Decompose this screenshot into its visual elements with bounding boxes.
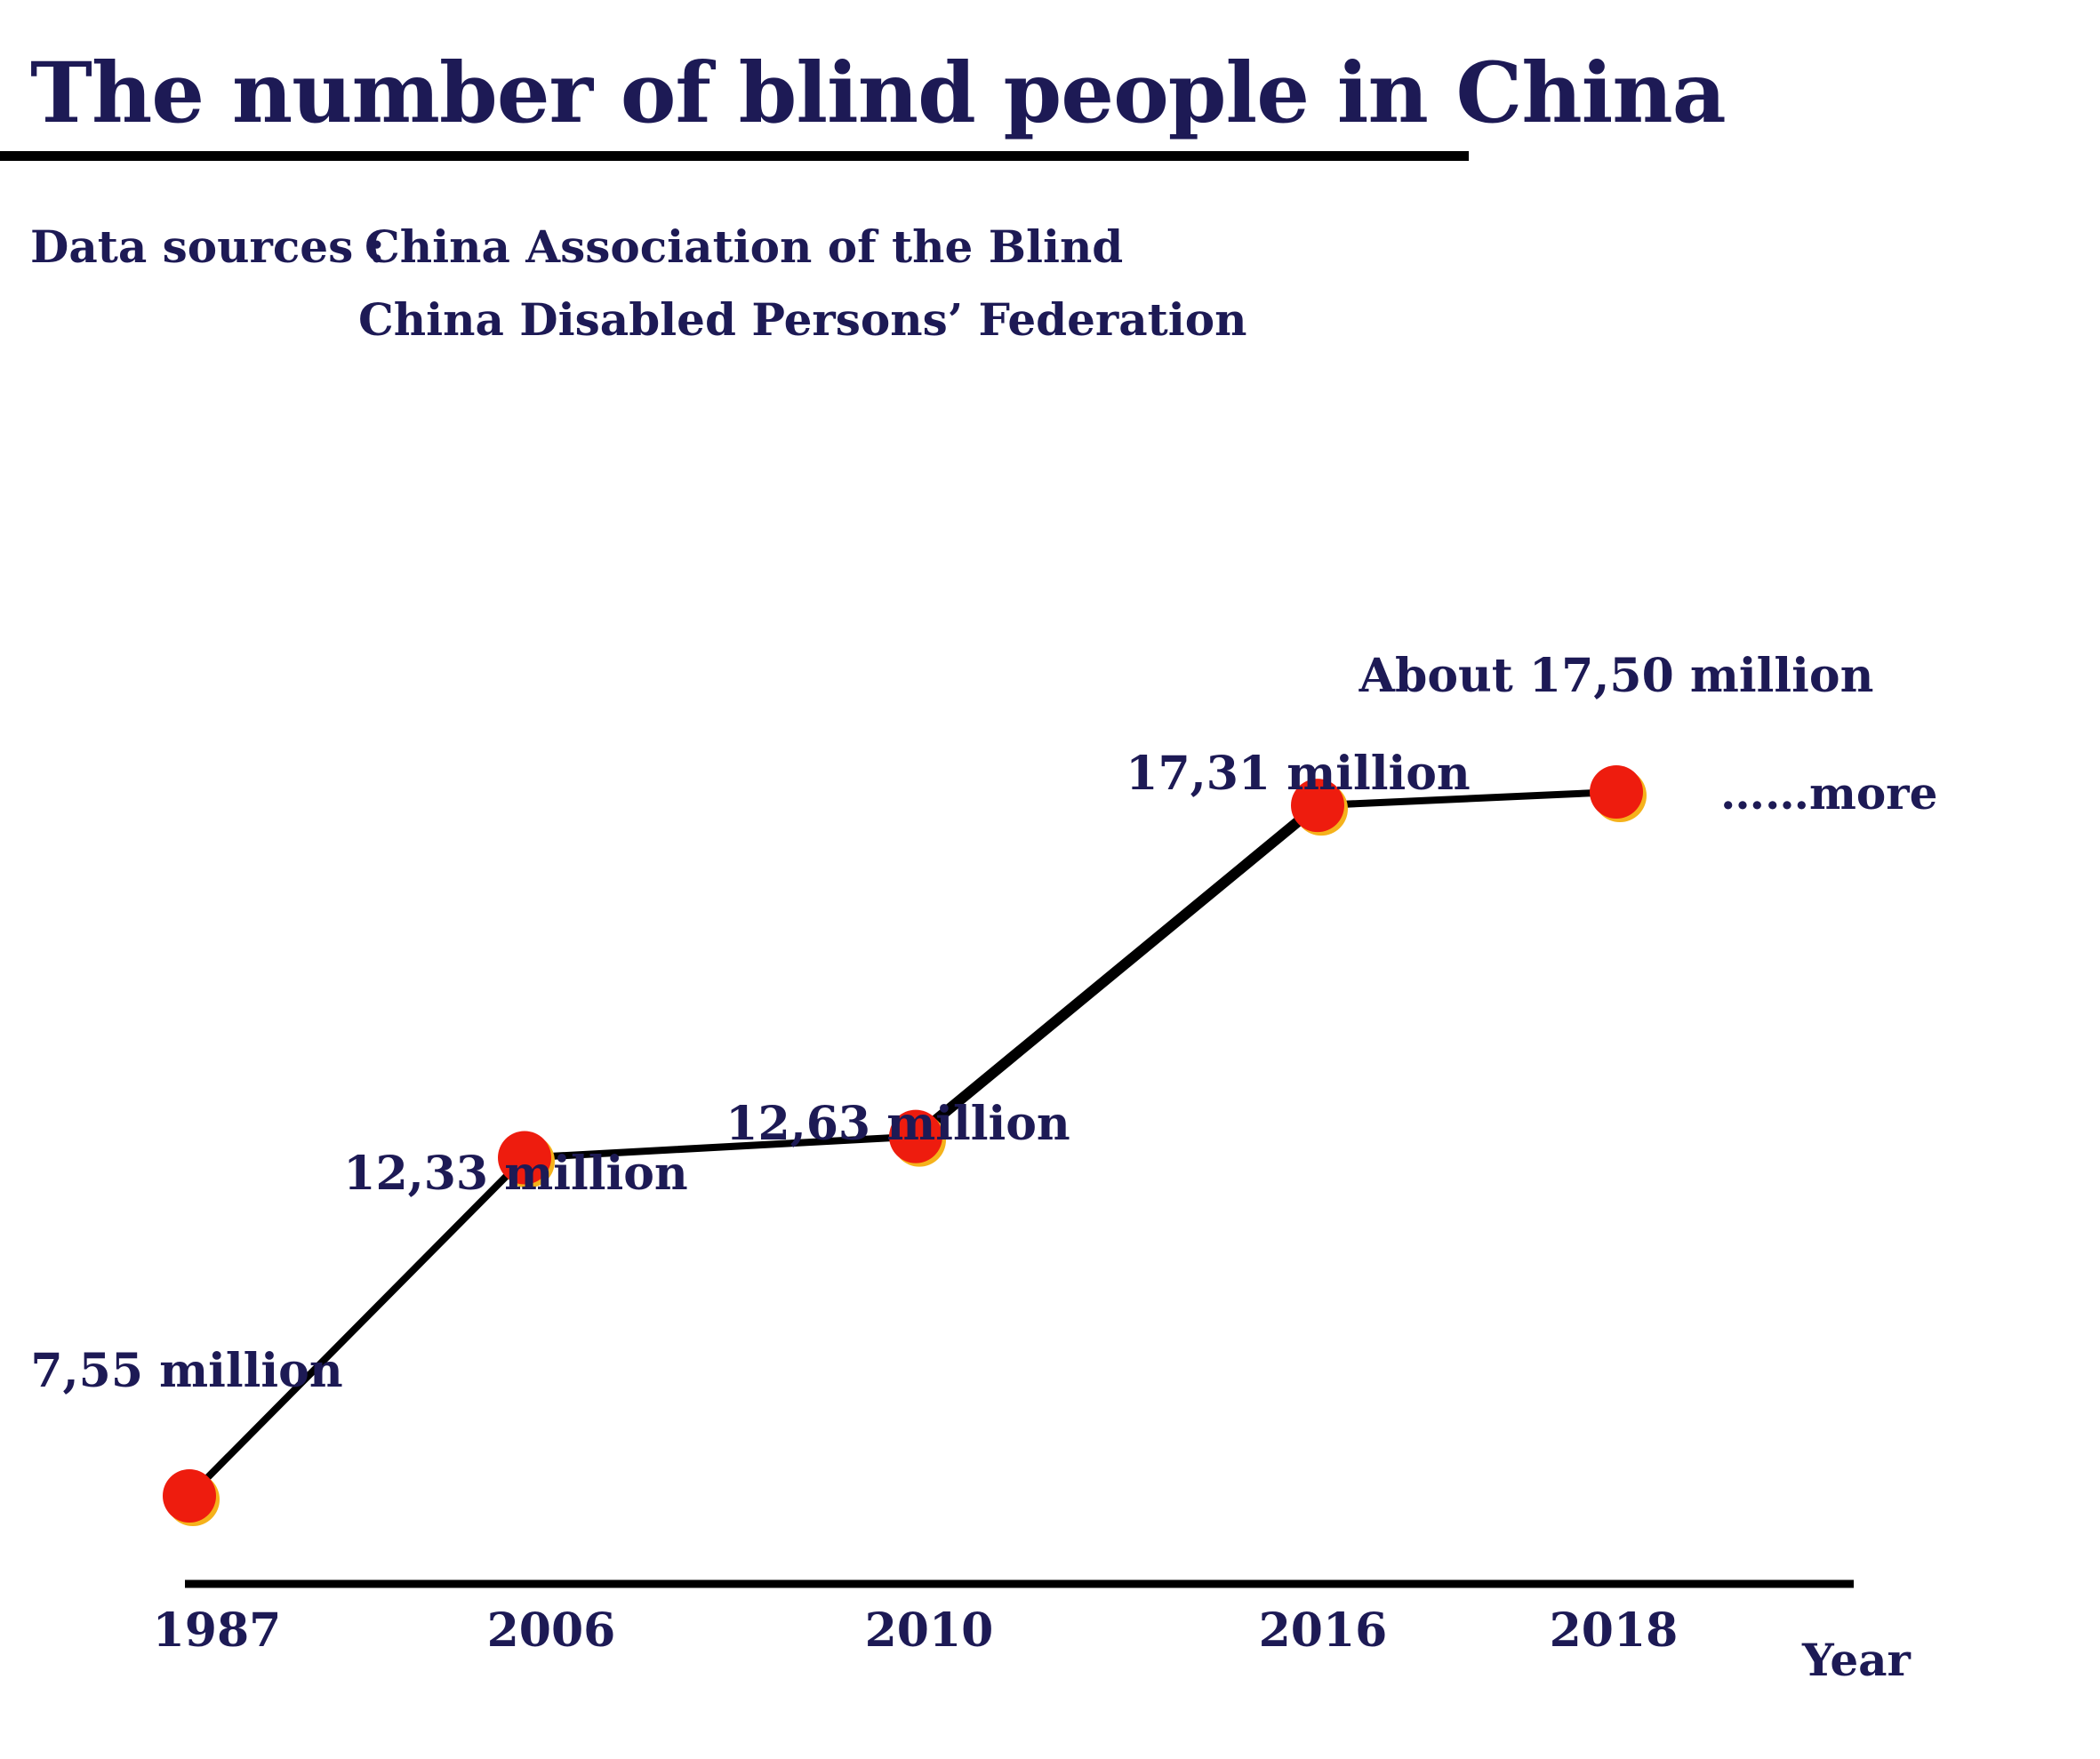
x-tick-label: 2016 [1259, 1603, 1388, 1658]
data-label: 7,55 million [30, 1344, 342, 1398]
data-point-marker [163, 1469, 216, 1523]
data-source-2: China Disabled Persons’ Federation [358, 293, 1247, 346]
x-tick-label: 2006 [487, 1603, 616, 1658]
line-segment [186, 1154, 528, 1499]
data-label: 17,31 million [1126, 747, 1470, 801]
x-axis-label: Year [1801, 1634, 1912, 1686]
x-tick-labels: 1987 2006 2010 2016 2018 [153, 1603, 1679, 1658]
line-segment [521, 1132, 919, 1162]
data-labels: 7,55 million 12,33 million 12,63 million 17… [30, 649, 1873, 1398]
data-point-marker [1291, 779, 1344, 833]
x-tick-label: 1987 [153, 1603, 282, 1658]
data-label: About 17,50 million [1359, 649, 1874, 703]
more-label: ……more [1720, 767, 1937, 820]
data-label: 12,33 million [343, 1147, 687, 1201]
title-underline [0, 151, 1469, 161]
data-point-marker [498, 1131, 551, 1185]
data-label: 12,63 million [725, 1097, 1070, 1151]
series-lines [186, 788, 1620, 1499]
series-markers [163, 765, 1647, 1526]
x-tick-label: 2018 [1550, 1603, 1679, 1658]
data-source-1: China Association of the Blind [365, 220, 1124, 273]
data-point-marker [1590, 765, 1643, 819]
x-tick-label: 2010 [865, 1603, 994, 1658]
data-point-marker [889, 1109, 942, 1163]
chart-title: The number of blind people in China [30, 44, 1727, 142]
data-sources-label: Data sources : [30, 220, 386, 273]
line-segment [910, 800, 1323, 1142]
line-segment [1314, 788, 1620, 810]
